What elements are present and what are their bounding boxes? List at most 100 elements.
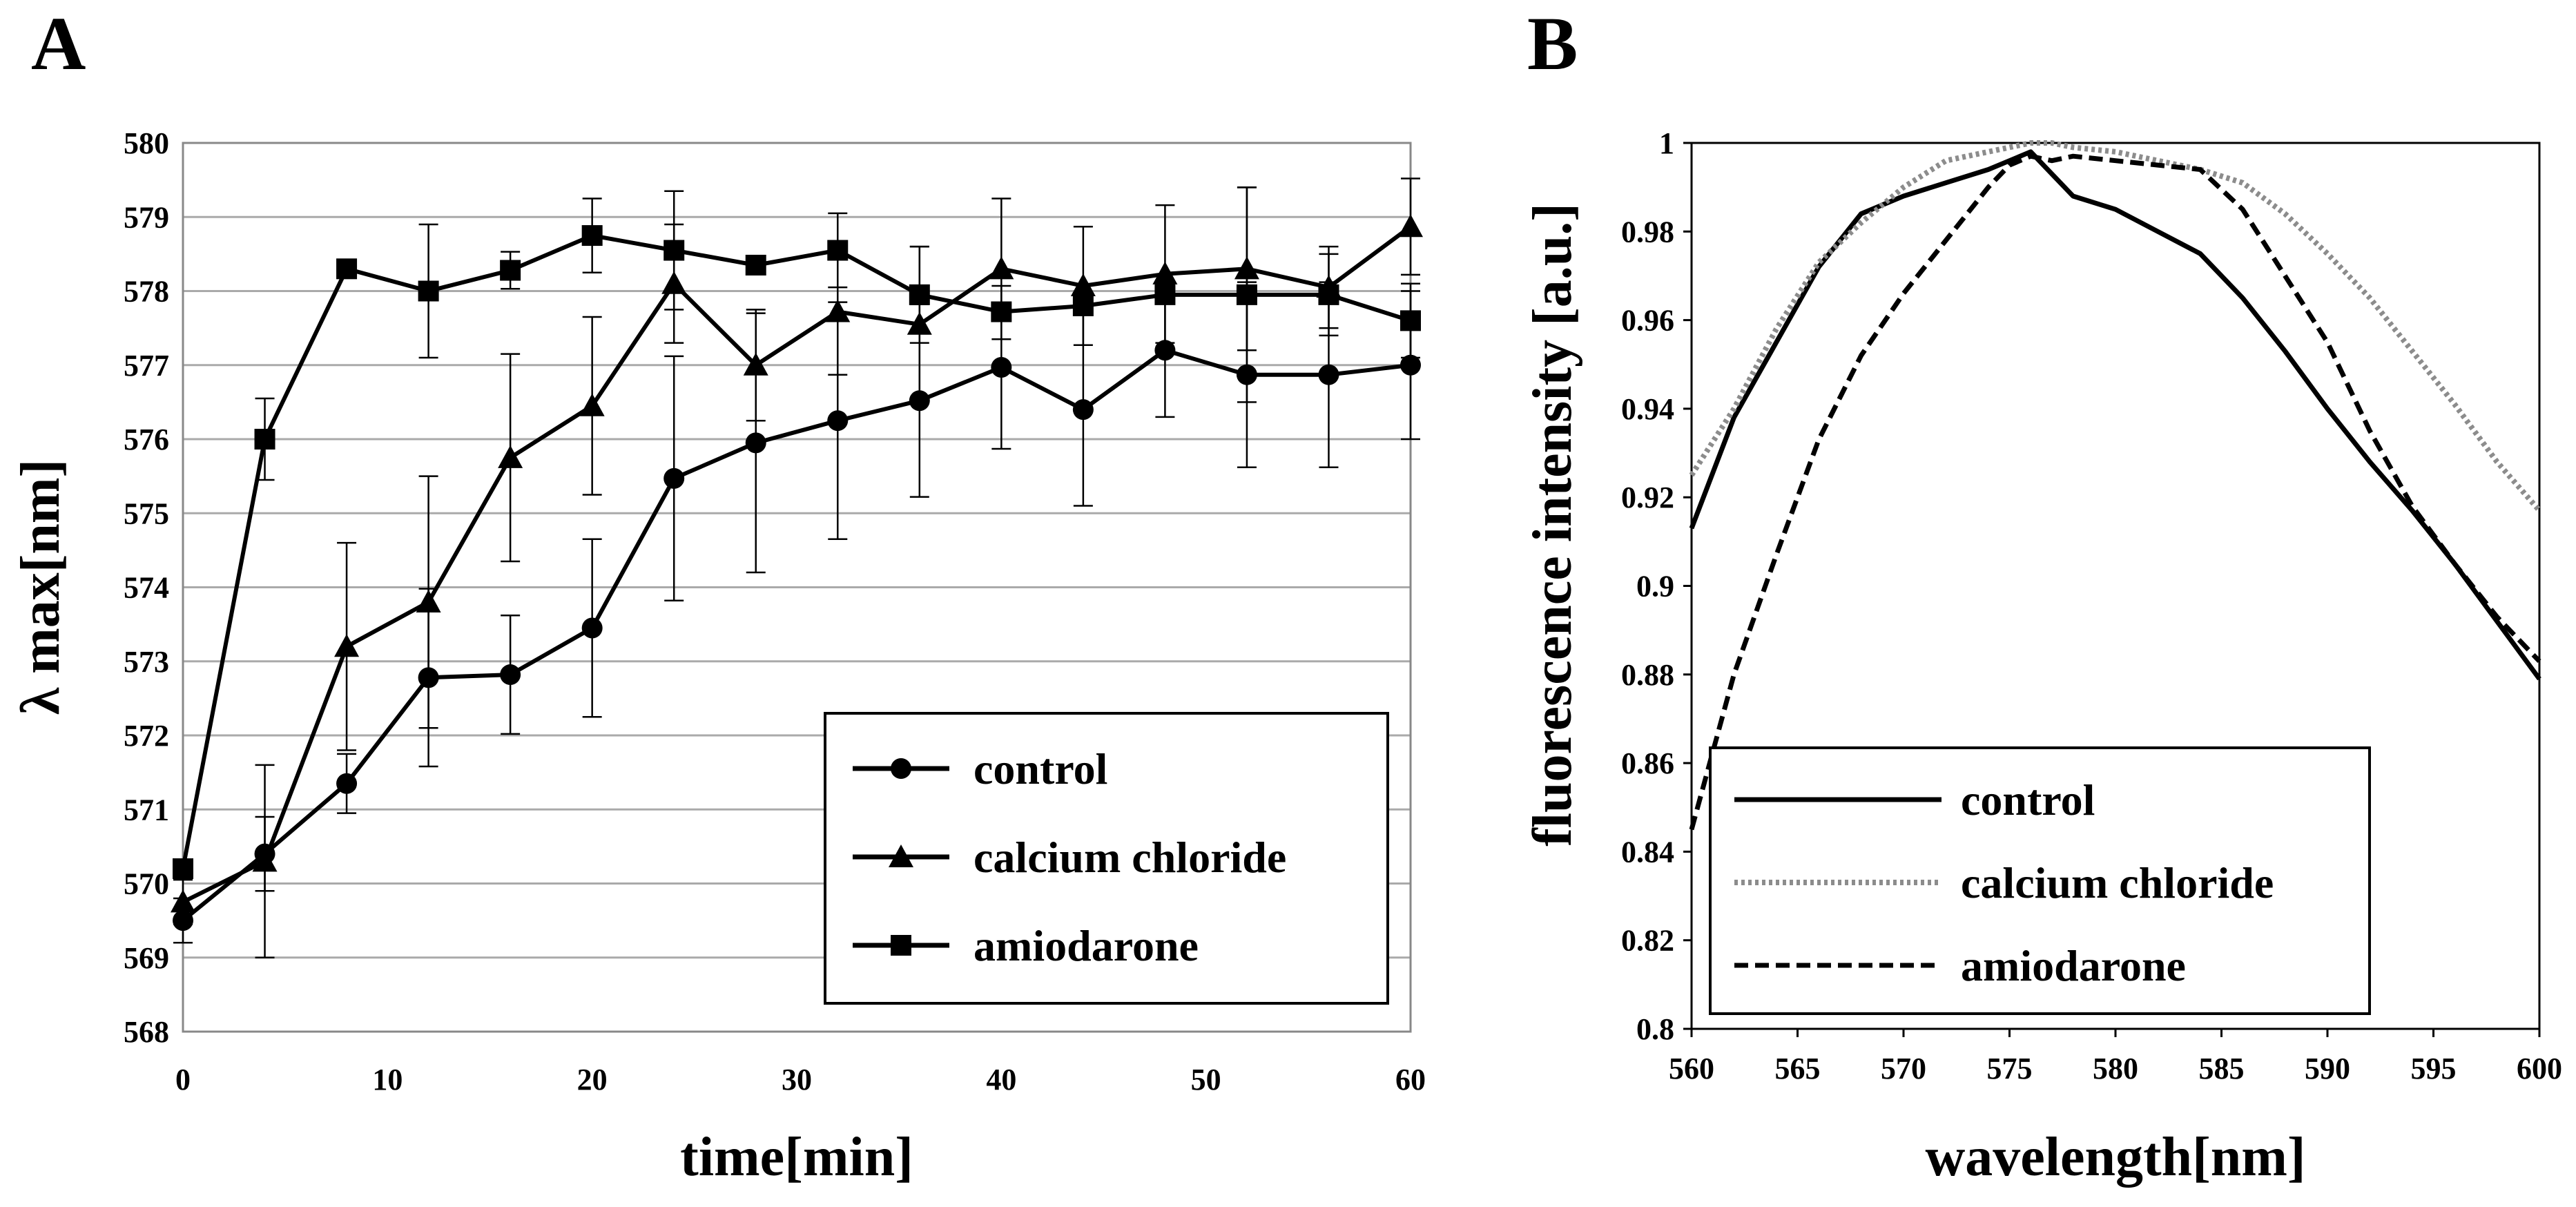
y-tick-label-a-578: 578 [124, 275, 169, 309]
y-tick-label-b-0.88: 0.88 [1621, 658, 1674, 692]
x-tick-label-b-600: 600 [2517, 1052, 2562, 1085]
panel-a-y-ticks: 568 569 570 571 572 573 574 575 576 577 578 579 580 [124, 126, 169, 1049]
data-point-control [1072, 399, 1094, 421]
data-point-amiodarone [664, 240, 685, 261]
y-tick-label-a-569: 569 [124, 941, 169, 975]
data-point-control [1400, 354, 1421, 376]
x-tick-label-a-10: 10 [372, 1063, 403, 1097]
y-tick-label-b-0.92: 0.92 [1621, 481, 1674, 514]
data-point-amiodarone [827, 240, 849, 261]
data-point-control [745, 432, 766, 454]
series-line-b-calcium-chloride [1689, 140, 2542, 513]
data-point-control [500, 664, 521, 686]
x-tick-label-a-60: 60 [1395, 1063, 1426, 1097]
panel-b-y-ticks: 0.8 0.82 0.84 0.86 0.88 0.9 0.92 0.94 0.96 0.98 1 [1621, 126, 1692, 1046]
data-point-control [1236, 364, 1257, 385]
y-tick-label-b-0.86: 0.86 [1621, 746, 1674, 780]
panel-a-markers [171, 214, 1423, 931]
y-tick-label-b-0.9: 0.9 [1636, 570, 1674, 604]
data-point-amiodarone [1154, 284, 1176, 305]
series-line-control [182, 348, 1411, 923]
panel-b-y-axis-title: fluorescence intensity [a.u.] [1522, 203, 1583, 847]
y-tick-label-a-568: 568 [124, 1015, 169, 1049]
data-point-amiodarone [1400, 310, 1421, 331]
data-point-amiodarone [336, 258, 358, 280]
legend-marker-amiodarone [891, 935, 911, 956]
series-line-amiodarone [181, 233, 1411, 869]
legend-label-control: control [974, 744, 1107, 793]
data-point-control [909, 390, 930, 412]
y-tick-label-a-579: 579 [124, 200, 169, 234]
y-tick-label-b-0.84: 0.84 [1621, 835, 1674, 869]
y-tick-label-a-570: 570 [124, 867, 169, 901]
panel-b-x-axis-title: wavelength[nm] [1925, 1127, 2305, 1188]
y-tick-label-a-577: 577 [124, 349, 169, 383]
y-tick-label-a-580: 580 [124, 126, 169, 160]
panel-a-legend-entries: control calcium chloride amiodarone [853, 744, 1286, 970]
data-point-calcium-chloride [416, 589, 441, 612]
y-tick-label-b-0.82: 0.82 [1621, 924, 1674, 958]
legend-marker-calcium-chloride [889, 844, 913, 867]
y-tick-label-a-574: 574 [124, 571, 169, 605]
legend-label-b-amiodarone: amiodarone [1961, 941, 2186, 990]
data-point-calcium-chloride [1234, 256, 1259, 280]
x-tick-label-b-560: 560 [1669, 1052, 1714, 1085]
data-point-control [1154, 340, 1176, 361]
data-point-calcium-chloride [579, 393, 605, 416]
y-tick-label-b-0.98: 0.98 [1621, 215, 1674, 249]
x-tick-label-b-595: 595 [2411, 1052, 2457, 1085]
y-tick-label-a-572: 572 [124, 719, 169, 753]
legend-marker-control [891, 758, 911, 779]
series-line-calcium-chloride [182, 224, 1412, 904]
data-point-calcium-chloride [1398, 214, 1423, 238]
panel-a-legend-box [824, 712, 1389, 1005]
data-point-calcium-chloride [334, 634, 360, 657]
y-tick-label-b-0.96: 0.96 [1621, 304, 1674, 338]
data-point-amiodarone [173, 858, 193, 880]
data-point-amiodarone [1236, 284, 1257, 305]
y-tick-label-b-0.94: 0.94 [1621, 392, 1674, 426]
legend-label-b-control: control [1961, 775, 2095, 824]
data-point-calcium-chloride [989, 256, 1014, 280]
data-point-amiodarone [991, 301, 1012, 322]
data-point-amiodarone [1318, 284, 1339, 305]
data-point-calcium-chloride [498, 445, 523, 468]
legend-label-calcium-chloride: calcium chloride [974, 833, 1286, 882]
x-tick-label-a-20: 20 [577, 1063, 608, 1097]
y-tick-label-a-575: 575 [124, 496, 169, 530]
panel-a-y-axis-title: λ max[nm] [10, 459, 71, 715]
y-tick-label-b-1: 1 [1659, 126, 1674, 160]
x-tick-label-a-50: 50 [1191, 1063, 1221, 1097]
x-tick-label-a-30: 30 [782, 1063, 812, 1097]
x-tick-label-a-0: 0 [175, 1063, 191, 1097]
data-point-amiodarone [500, 260, 521, 281]
panel-a-letter: A [31, 1, 86, 86]
data-point-calcium-chloride [1070, 273, 1096, 296]
data-point-calcium-chloride [171, 889, 195, 913]
panel-b-series-lines [1689, 140, 2542, 831]
data-point-control [1318, 364, 1339, 385]
x-tick-label-b-565: 565 [1775, 1052, 1821, 1085]
data-point-control [336, 773, 358, 794]
data-point-calcium-chloride [825, 299, 851, 322]
panel-b-legend: control calcium chloride amiodarone [1709, 746, 2371, 1015]
data-point-amiodarone [1072, 295, 1094, 316]
data-point-calcium-chloride [743, 352, 768, 376]
panel-a-x-axis-title: time[min] [680, 1127, 913, 1188]
data-point-control [991, 356, 1012, 378]
panel-a-plot-frame [182, 142, 1412, 1033]
data-point-amiodarone [418, 280, 439, 302]
panel-a-legend: control calcium chloride amiodarone [824, 712, 1389, 1005]
panel-b-letter: B [1527, 1, 1578, 86]
x-tick-label-b-585: 585 [2199, 1052, 2245, 1085]
x-tick-label-b-575: 575 [1987, 1052, 2033, 1085]
legend-label-amiodarone: amiodarone [974, 921, 1199, 970]
series-line-b-amiodarone [1689, 153, 2541, 831]
y-tick-label-a-571: 571 [124, 793, 169, 827]
x-tick-label-b-590: 590 [2305, 1052, 2350, 1085]
data-point-calcium-chloride [907, 311, 932, 335]
x-tick-label-b-570: 570 [1881, 1052, 1926, 1085]
data-point-amiodarone [909, 284, 930, 305]
data-point-calcium-chloride [252, 849, 278, 872]
